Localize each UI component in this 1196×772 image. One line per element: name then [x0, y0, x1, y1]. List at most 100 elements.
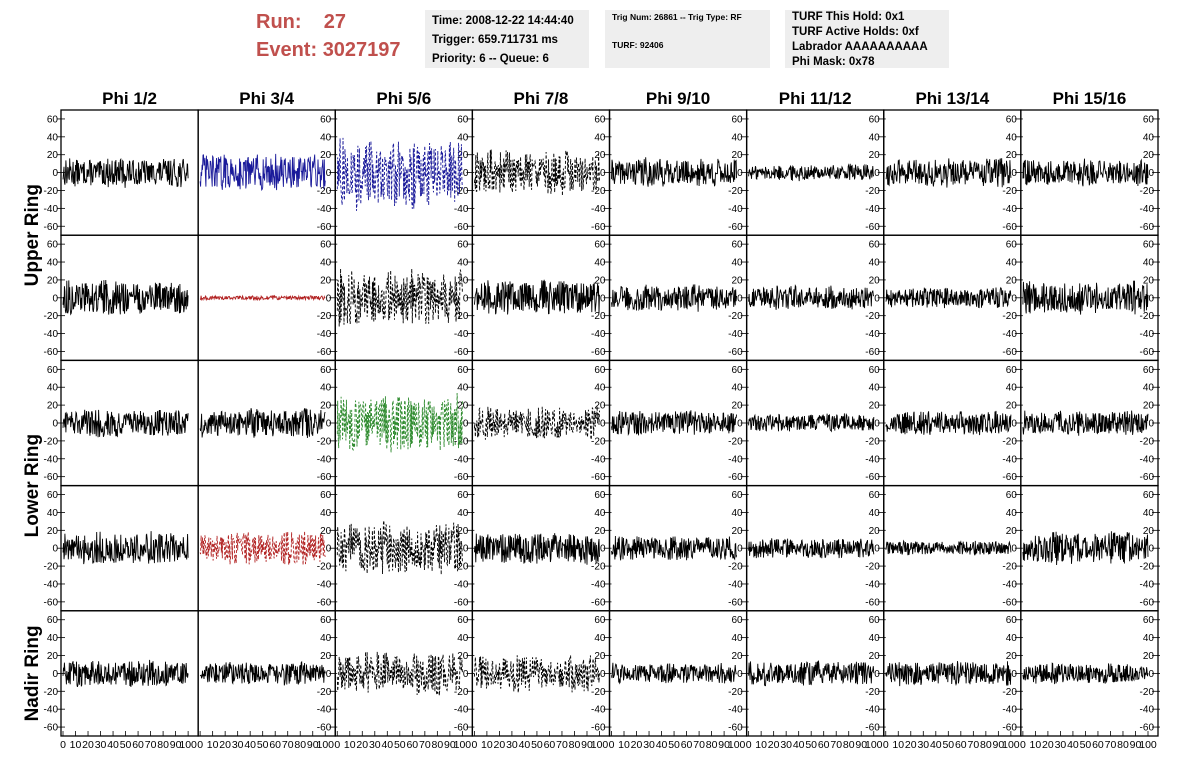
x-tick-label: 70	[693, 739, 705, 751]
waveform-trace	[199, 660, 326, 686]
y-tick-label: 20	[457, 401, 469, 412]
priority-queue-text: Priority: 6 -- Queue: 6	[432, 53, 549, 65]
y-tick-label: -60	[454, 597, 469, 608]
panel-r3-c1: 60 40 20 0 -20 -40 -60	[44, 359, 199, 487]
y-tick-label: -20	[1002, 687, 1017, 698]
y-tick-label: 40	[594, 508, 606, 519]
phi-mask-text: Phi Mask: 0x78	[792, 56, 875, 68]
y-tick-label: -60	[454, 472, 469, 483]
y-tick-label: -40	[865, 204, 880, 215]
panel-r3-c7: 60 40 20 0 -20 -40 -60	[883, 359, 1023, 487]
waveform-trace	[748, 660, 875, 687]
y-tick-label: 20	[320, 651, 332, 662]
waveform-trace	[611, 535, 738, 561]
y-tick-label: 20	[457, 526, 469, 537]
y-tick-label: 0	[874, 544, 880, 555]
waveform-trace	[885, 158, 1012, 188]
waveform-trace	[473, 406, 600, 440]
panel-r5-c5: 60 40 20 0 -20 -40 -60	[608, 610, 749, 737]
x-tick-label: 100	[1002, 739, 1020, 751]
y-tick-label: -60	[44, 597, 59, 608]
y-tick-label: 20	[457, 651, 469, 662]
y-tick-label: 40	[1143, 383, 1155, 394]
y-tick-label: 60	[1143, 240, 1155, 251]
y-tick-label: -40	[591, 454, 606, 465]
y-tick-label: -20	[591, 562, 606, 573]
waveform-trace	[611, 284, 738, 312]
y-tick-label: -40	[44, 329, 59, 340]
x-tick-label: 100	[865, 739, 883, 751]
y-tick-label: 60	[320, 615, 332, 626]
y-tick-label: -40	[454, 705, 469, 716]
panel-r5-c8: 60 40 20 0 -20 -40 -60	[1020, 610, 1160, 737]
time-info-box: Time: 2008-12-22 14:44:40 Trigger: 659.7…	[425, 10, 589, 68]
y-tick-label: -20	[1002, 311, 1017, 322]
y-tick-label: -60	[591, 472, 606, 483]
x-tick-label: 90	[444, 739, 456, 751]
labrador-text: Labrador AAAAAAAAAA	[792, 41, 928, 53]
x-tick-label: 100	[179, 739, 197, 751]
column-header-7: Phi 13/14	[915, 89, 989, 108]
x-tick-label: 70	[419, 739, 431, 751]
y-tick-label: -60	[317, 222, 332, 233]
y-tick-label: 0	[1148, 293, 1154, 304]
x-tick-label: 60	[681, 739, 693, 751]
panel-r4-c6: 60 40 20 0 -20 -40 -60	[745, 484, 886, 612]
y-tick-label: -60	[454, 347, 469, 358]
y-tick-label: -40	[728, 579, 743, 590]
y-tick-label: -20	[728, 687, 743, 698]
panel-r1-c1: 60 40 20 0 -20 -40 -60	[44, 109, 199, 236]
y-tick-label: -40	[454, 579, 469, 590]
y-tick-label: 0	[463, 168, 469, 179]
x-tick-label: 80	[294, 739, 306, 751]
y-tick-label: -40	[44, 705, 59, 716]
y-tick-label: 0	[600, 419, 606, 430]
y-tick-label: 20	[594, 651, 606, 662]
y-tick-label: 20	[869, 526, 881, 537]
y-tick-label: 20	[457, 150, 469, 161]
panel-r2-c4: 60 40 20 0 -20 -40 -60	[471, 234, 612, 362]
panel-r3-c2: 60 40 20 0 -20 -40 -60	[197, 359, 338, 487]
x-tick-label: 40	[244, 739, 256, 751]
panel-r2-c8: 60 40 20 0 -20 -40 -60	[1020, 234, 1160, 362]
waveform-trace	[336, 520, 463, 575]
x-tick-label: 20	[356, 739, 368, 751]
y-tick-label: -60	[1140, 597, 1155, 608]
y-tick-label: 0	[463, 293, 469, 304]
y-tick-label: 40	[47, 132, 59, 143]
y-tick-label: -60	[454, 723, 469, 734]
panel-r4-c1: 60 40 20 0 -20 -40 -60	[44, 484, 199, 612]
y-tick-label: -20	[454, 311, 469, 322]
y-tick-label: 20	[1143, 275, 1155, 286]
x-tick-label: 70	[145, 739, 157, 751]
y-tick-label: -60	[1140, 347, 1155, 358]
y-tick-label: 0	[737, 419, 743, 430]
y-tick-label: 60	[869, 615, 881, 626]
trigger-text: Trigger: 659.711731 ms	[432, 34, 558, 46]
waveform-trace	[1022, 410, 1149, 436]
x-tick-label: 60	[955, 739, 967, 751]
x-tick-label: 20	[494, 739, 506, 751]
y-tick-label: 40	[869, 383, 881, 394]
panel-r2-c6: 60 40 20 0 -20 -40 -60	[745, 234, 886, 362]
y-tick-label: -40	[591, 204, 606, 215]
y-tick-label: -20	[865, 311, 880, 322]
y-tick-label: -40	[865, 454, 880, 465]
x-tick-label: 30	[232, 739, 244, 751]
y-tick-label: 40	[457, 633, 469, 644]
y-tick-label: 0	[326, 669, 332, 680]
x-tick-label: 90	[993, 739, 1005, 751]
waveform-trace	[199, 294, 326, 302]
y-tick-label: -60	[865, 597, 880, 608]
y-tick-label: 40	[1143, 258, 1155, 269]
y-tick-label: 20	[594, 401, 606, 412]
y-tick-label: -40	[865, 705, 880, 716]
y-tick-label: 20	[869, 275, 881, 286]
y-tick-label: 0	[463, 419, 469, 430]
x-tick-label: 30	[917, 739, 929, 751]
y-tick-label: -20	[728, 436, 743, 447]
y-tick-label: 0	[874, 419, 880, 430]
y-tick-label: -20	[591, 436, 606, 447]
y-tick-label: 40	[1006, 383, 1018, 394]
panel-r1-c7: 60 40 20 0 -20 -40 -60	[883, 109, 1023, 236]
